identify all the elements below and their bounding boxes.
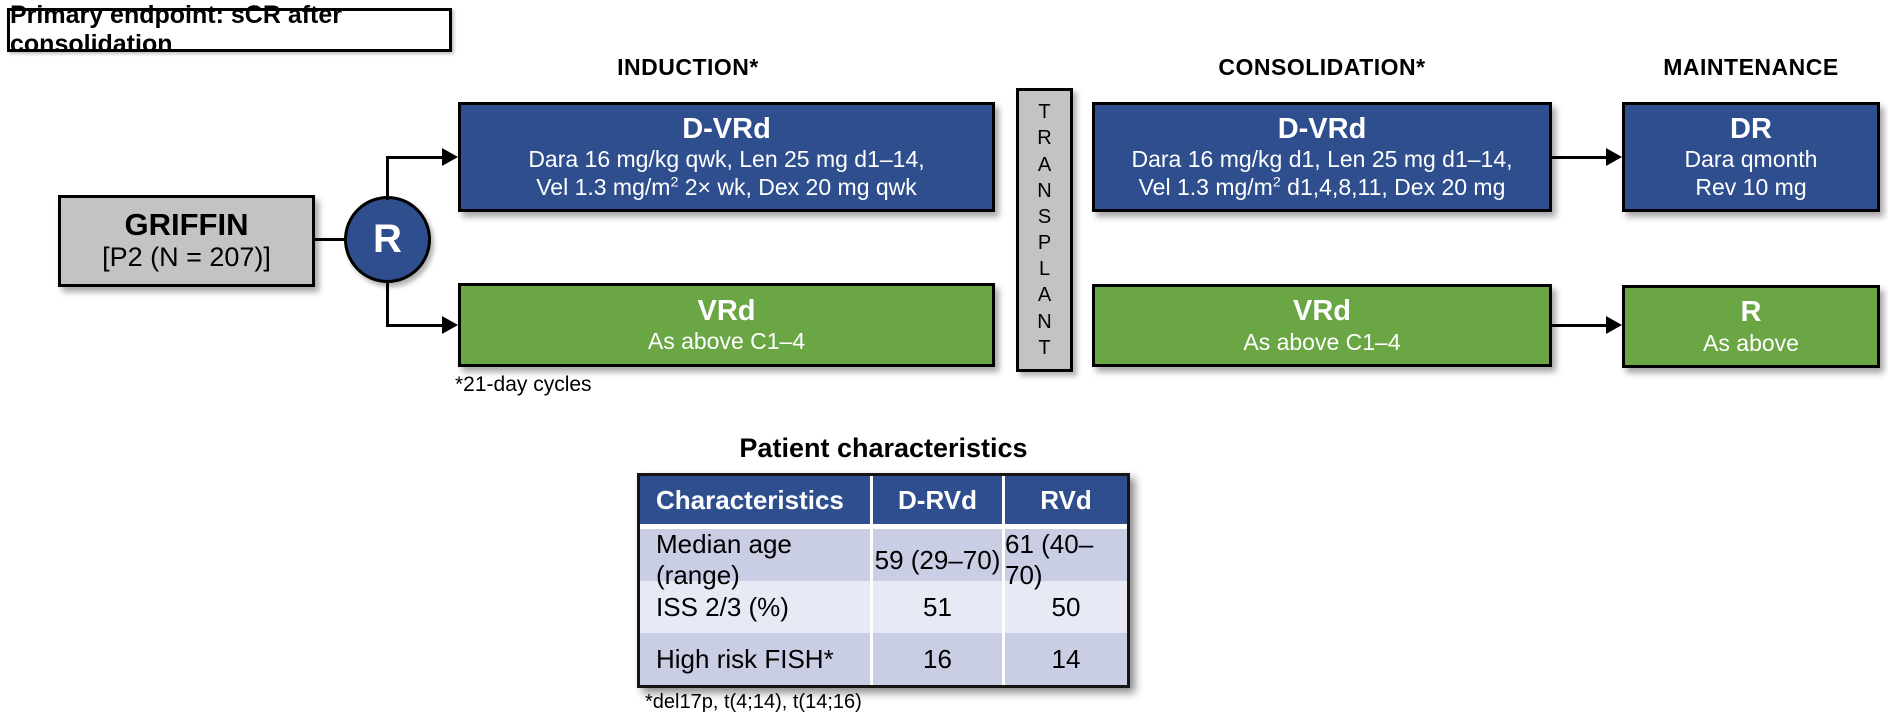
table-cell: High risk FISH* bbox=[656, 643, 834, 674]
connector-r-down bbox=[386, 280, 389, 326]
patient-table-title: Patient characteristics bbox=[739, 433, 1028, 463]
table-header-cell: Characteristics bbox=[656, 484, 844, 515]
connector-consolidation-to-maintenance-top bbox=[1552, 156, 1606, 159]
table-header-divider bbox=[640, 524, 1127, 529]
table-cell: 59 (29–70) bbox=[870, 529, 1002, 591]
induction-dvrd-line2-pre: Vel 1.3 mg/m bbox=[536, 174, 671, 201]
arrowhead-induction-bottom bbox=[442, 316, 458, 334]
connector-r-to-induction-top bbox=[386, 156, 442, 159]
table-cell: 51 bbox=[870, 581, 1002, 633]
transplant-letter: T bbox=[1038, 101, 1051, 124]
table-body: Median age (range) 59 (29–70) 61 (40–70) IS… bbox=[640, 529, 1127, 685]
primary-endpoint-box: Primary endpoint: sCR after consolidatio… bbox=[7, 1, 452, 58]
induction-phase-label: INDUCTION* bbox=[617, 54, 759, 80]
transplant-letter: L bbox=[1038, 258, 1051, 281]
arrowhead-maintenance-top bbox=[1606, 148, 1622, 166]
transplant-letter: T bbox=[1038, 336, 1051, 359]
table-cell: 61 (40–70) bbox=[1002, 529, 1127, 591]
maintenance-dr-box: DR Dara qmonth Rev 10 mg bbox=[1622, 102, 1880, 212]
maintenance-dr-line2: Rev 10 mg bbox=[1695, 174, 1807, 201]
table-header-cell: RVd bbox=[1002, 476, 1127, 524]
induction-dvrd-line2-post: 2× wk, Dex 20 mg qwk bbox=[678, 174, 917, 201]
study-detail: [P2 (N = 207)] bbox=[102, 242, 271, 273]
transplant-letter: R bbox=[1037, 127, 1052, 150]
cycles-footnote: *21-day cycles bbox=[455, 373, 592, 396]
randomization-letter: R bbox=[373, 217, 402, 261]
induction-dvrd-line2-sup: 2 bbox=[670, 174, 679, 191]
connector-consolidation-to-maintenance-bottom bbox=[1552, 324, 1606, 327]
maintenance-phase-label: MAINTENANCE bbox=[1663, 54, 1839, 80]
table-row: High risk FISH* 16 14 bbox=[640, 633, 1127, 685]
arrowhead-maintenance-bottom bbox=[1606, 316, 1622, 334]
table-header-cell: D-RVd bbox=[870, 476, 1002, 524]
table-cell: 14 bbox=[1002, 633, 1127, 685]
table-cell: ISS 2/3 (%) bbox=[656, 591, 789, 622]
arrowhead-induction-top bbox=[442, 148, 458, 166]
consolidation-dvrd-regimen: Dara 16 mg/kg d1, Len 25 mg d1–14, Vel 1… bbox=[1131, 145, 1512, 201]
transplant-letter: P bbox=[1037, 232, 1052, 255]
consolidation-dvrd-title: D-VRd bbox=[1277, 112, 1367, 145]
transplant-letter: N bbox=[1037, 179, 1052, 202]
consolidation-phase-label: CONSOLIDATION* bbox=[1218, 54, 1426, 80]
transplant-letter: N bbox=[1037, 310, 1052, 333]
consolidation-dvrd-line2-post: d1,4,8,11, Dex 20 mg bbox=[1280, 174, 1506, 201]
table-header-row: Characteristics D-RVd RVd bbox=[640, 476, 1127, 524]
transplant-letter: A bbox=[1037, 153, 1052, 176]
study-box: GRIFFIN [P2 (N = 207)] bbox=[58, 195, 315, 287]
fish-footnote: *del17p, t(4;14), t(14;16) bbox=[645, 691, 862, 713]
transplant-letter: S bbox=[1037, 205, 1052, 228]
consolidation-vrd-box: VRd As above C1–4 bbox=[1092, 284, 1552, 367]
transplant-letter: A bbox=[1037, 284, 1052, 307]
maintenance-r-box: R As above bbox=[1622, 285, 1880, 368]
induction-vrd-title: VRd bbox=[697, 294, 756, 327]
table-row: Median age (range) 59 (29–70) 61 (40–70) bbox=[640, 529, 1127, 591]
consolidation-dvrd-line2-sup: 2 bbox=[1272, 174, 1281, 191]
maintenance-r-title: R bbox=[1740, 296, 1762, 329]
maintenance-dr-regimen: Dara qmonth Rev 10 mg bbox=[1685, 145, 1818, 201]
maintenance-r-regimen: As above bbox=[1703, 329, 1799, 356]
induction-vrd-regimen: As above C1–4 bbox=[647, 328, 806, 355]
table-row: ISS 2/3 (%) 51 50 bbox=[640, 581, 1127, 633]
consolidation-dvrd-line2-pre: Vel 1.3 mg/m bbox=[1138, 174, 1273, 201]
consolidation-vrd-title: VRd bbox=[1293, 295, 1351, 328]
table-cell: 50 bbox=[1002, 581, 1127, 633]
patient-characteristics-table: Characteristics D-RVd RVd Median age (rang… bbox=[637, 473, 1130, 688]
primary-endpoint-text: Primary endpoint: sCR after consolidatio… bbox=[10, 1, 343, 58]
consolidation-vrd-regimen: As above C1–4 bbox=[1243, 328, 1401, 355]
induction-dvrd-regimen: Dara 16 mg/kg qwk, Len 25 mg d1–14, Vel … bbox=[528, 145, 924, 201]
induction-dvrd-title: D-VRd bbox=[682, 112, 771, 145]
table-cell: 16 bbox=[870, 633, 1002, 685]
study-name: GRIFFIN bbox=[124, 206, 249, 242]
connector-r-up bbox=[386, 156, 389, 200]
induction-dvrd-line1: Dara 16 mg/kg qwk, Len 25 mg d1–14, bbox=[528, 146, 925, 173]
table-cell: Median age (range) bbox=[656, 529, 792, 590]
maintenance-dr-title: DR bbox=[1730, 112, 1772, 145]
consolidation-dvrd-line1: Dara 16 mg/kg d1, Len 25 mg d1–14, bbox=[1131, 146, 1513, 173]
consolidation-dvrd-box: D-VRd Dara 16 mg/kg d1, Len 25 mg d1–14,… bbox=[1092, 102, 1552, 212]
induction-vrd-box: VRd As above C1–4 bbox=[458, 283, 995, 367]
randomization-circle: R bbox=[344, 196, 431, 283]
connector-study-to-r bbox=[313, 238, 346, 241]
induction-dvrd-box: D-VRd Dara 16 mg/kg qwk, Len 25 mg d1–14… bbox=[458, 102, 995, 212]
connector-r-to-induction-bottom bbox=[386, 324, 442, 327]
maintenance-dr-line1: Dara qmonth bbox=[1684, 146, 1818, 173]
